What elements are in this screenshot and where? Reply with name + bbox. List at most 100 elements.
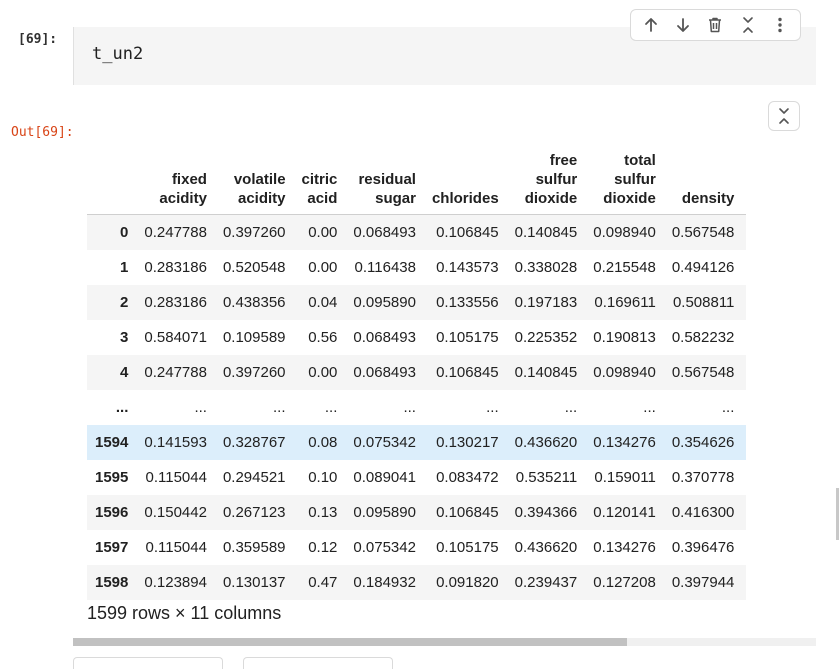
truncated-column [742, 142, 746, 214]
table-cell: 0.584071 [136, 320, 215, 355]
table-cell: 0.095890 [345, 495, 424, 530]
truncated-cell [742, 250, 746, 285]
table-cell: 0.075342 [345, 530, 424, 565]
truncated-cell [742, 390, 746, 425]
table-cell: 0.47 [294, 565, 346, 600]
column-header-word: dioxide [603, 190, 656, 207]
dataframe-output: fixed acidity volatile acidity citric acid res… [87, 142, 816, 602]
table-cell: 0.095890 [345, 285, 424, 320]
table-cell: 0.56 [294, 320, 346, 355]
truncated-cell [742, 425, 746, 460]
table-row: 4 0.247788 0.397260 0.00 0.068493 0.106845 0.1… [87, 355, 746, 390]
table-cell: 0.359589 [215, 530, 294, 565]
table-cell: ... [294, 390, 346, 425]
table-cell: 0.567548 [664, 214, 743, 250]
move-up-button[interactable] [637, 11, 665, 39]
delete-cell-button[interactable] [701, 11, 729, 39]
table-cell: 0.127208 [585, 565, 664, 600]
column-header-word: fixed [172, 171, 207, 188]
row-index: 1596 [87, 495, 136, 530]
row-index: 4 [87, 355, 136, 390]
table-row: 1598 0.123894 0.130137 0.47 0.184932 0.091820… [87, 565, 746, 600]
table-row: 1594 0.141593 0.328767 0.08 0.075342 0.130217… [87, 425, 746, 460]
button-stub-left[interactable] [73, 657, 223, 669]
column-header: residual sugar [345, 142, 424, 214]
code-text[interactable]: t_un2 [92, 44, 143, 64]
collapse-icon [777, 107, 791, 125]
column-header-word: sulfur [614, 171, 656, 188]
table-cell: 0.436620 [507, 425, 586, 460]
collapse-output-button[interactable] [768, 101, 800, 131]
row-index: 0 [87, 214, 136, 250]
column-header-word: chlorides [432, 190, 499, 207]
table-cell: 0.089041 [345, 460, 424, 495]
truncated-cell [742, 495, 746, 530]
table-cell: 0.582232 [664, 320, 743, 355]
column-header-word: acidity [159, 190, 207, 207]
table-cell: 0.397260 [215, 355, 294, 390]
table-cell: 0.134276 [585, 530, 664, 565]
truncated-cell [742, 214, 746, 250]
table-cell: 0.12 [294, 530, 346, 565]
table-cell: 0.133556 [424, 285, 507, 320]
collapse-cell-button[interactable] [734, 11, 762, 39]
table-cell: 0.091820 [424, 565, 507, 600]
move-down-button[interactable] [669, 11, 697, 39]
table-row: 0 0.247788 0.397260 0.00 0.068493 0.106845 0.1… [87, 214, 746, 250]
table-cell: 0.068493 [345, 214, 424, 250]
table-cell: 0.140845 [507, 355, 586, 390]
column-header-word: sulfur [536, 171, 578, 188]
row-index: 1 [87, 250, 136, 285]
table-cell: 0.106845 [424, 214, 507, 250]
table-row: 2 0.283186 0.438356 0.04 0.095890 0.133556 0.1… [87, 285, 746, 320]
table-cell: 0.068493 [345, 355, 424, 390]
table-cell: 0.394366 [507, 495, 586, 530]
table-cell: 0.247788 [136, 214, 215, 250]
truncated-cell [742, 355, 746, 390]
table-cell: 0.283186 [136, 285, 215, 320]
row-index: 1594 [87, 425, 136, 460]
table-row: 1597 0.115044 0.359589 0.12 0.075342 0.105175… [87, 530, 746, 565]
column-header: fixed acidity [136, 142, 215, 214]
row-index: 2 [87, 285, 136, 320]
arrow-down-icon [674, 16, 692, 34]
truncated-cell [742, 460, 746, 495]
column-header-word: sugar [375, 190, 416, 207]
dataframe-table: fixed acidity volatile acidity citric acid res… [87, 142, 746, 600]
horizontal-scrollbar-thumb[interactable] [73, 638, 627, 646]
table-cell: 0.04 [294, 285, 346, 320]
index-header [87, 142, 136, 214]
button-stub-right[interactable] [243, 657, 393, 669]
column-header-word: residual [358, 171, 416, 188]
more-options-button[interactable] [766, 11, 794, 39]
column-header-word: acid [307, 190, 337, 207]
table-cell: 0.225352 [507, 320, 586, 355]
input-prompt: [69]: [18, 32, 57, 47]
table-cell: 0.130217 [424, 425, 507, 460]
table-cell: 0.294521 [215, 460, 294, 495]
table-cell: 0.098940 [585, 355, 664, 390]
column-header: citric acid [294, 142, 346, 214]
column-header-word: volatile [234, 171, 286, 188]
table-cell: 0.247788 [136, 355, 215, 390]
table-cell: 0.397944 [664, 565, 743, 600]
table-cell: 0.169611 [585, 285, 664, 320]
table-row: 1596 0.150442 0.267123 0.13 0.095890 0.106845… [87, 495, 746, 530]
table-cell: ... [136, 390, 215, 425]
column-header: chlorides [424, 142, 507, 214]
table-cell: 0.159011 [585, 460, 664, 495]
row-index: 1595 [87, 460, 136, 495]
table-cell: 0.00 [294, 355, 346, 390]
table-cell: 0.00 [294, 250, 346, 285]
table-cell: 0.416300 [664, 495, 743, 530]
cell-toolbar [630, 9, 801, 41]
table-cell: 0.354626 [664, 425, 743, 460]
table-cell: 0.106845 [424, 355, 507, 390]
table-cell: 0.083472 [424, 460, 507, 495]
table-cell: ... [507, 390, 586, 425]
table-row: ........................... [87, 390, 746, 425]
table-cell: ... [424, 390, 507, 425]
table-cell: 0.436620 [507, 530, 586, 565]
column-header: free sulfur dioxide [507, 142, 586, 214]
table-cell: 0.13 [294, 495, 346, 530]
